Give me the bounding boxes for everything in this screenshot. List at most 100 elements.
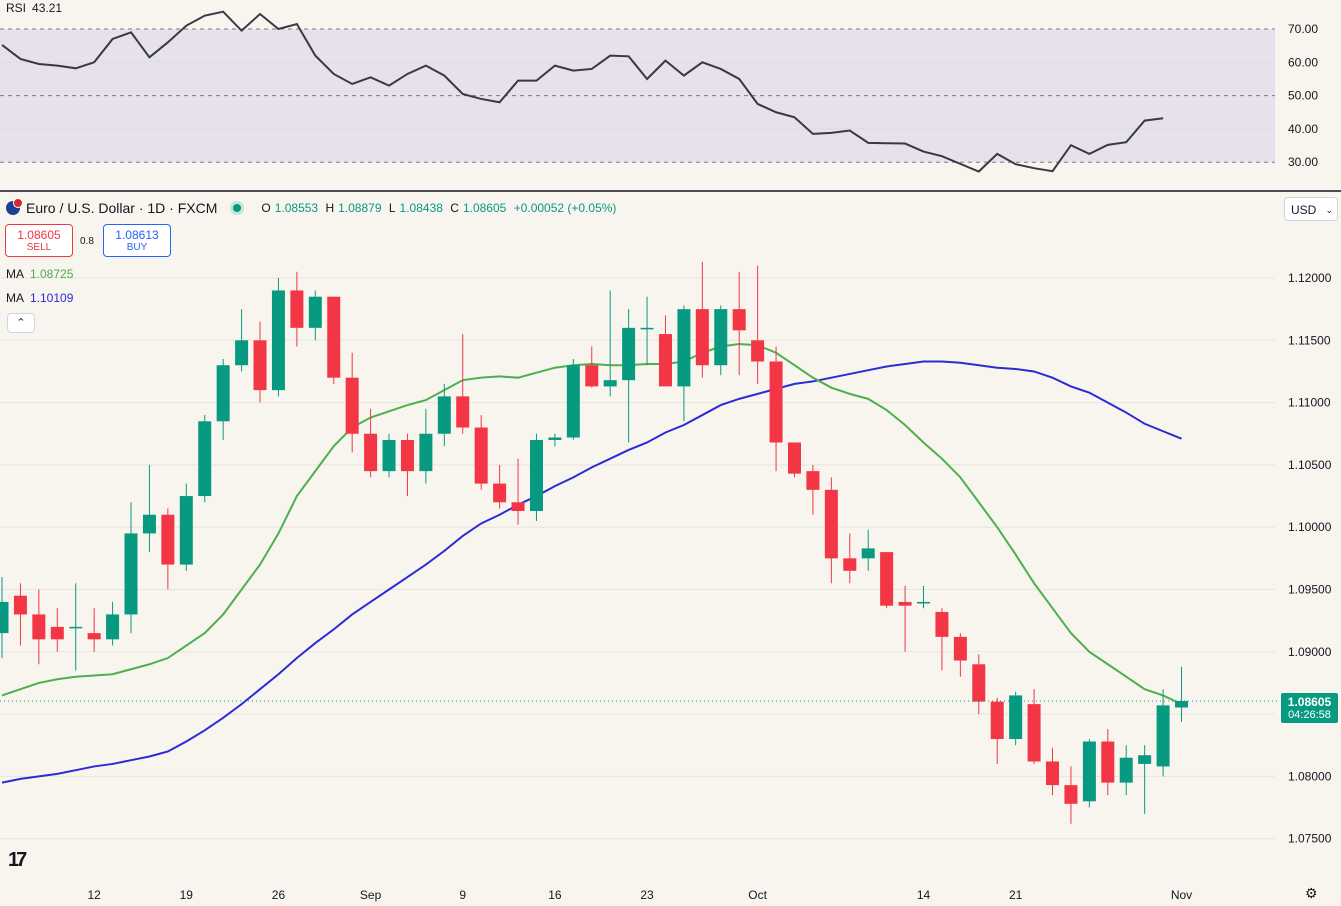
candle-body (511, 502, 525, 512)
candle-body (400, 439, 414, 472)
candle-body (50, 626, 64, 640)
candle-body (1101, 741, 1115, 783)
candle-body (198, 421, 212, 497)
candle-body (345, 377, 359, 434)
candle-body (0, 601, 9, 634)
rsi-tick-label: 60.00 (1288, 55, 1318, 69)
change-value: +0.00052 (+0.05%) (513, 201, 617, 215)
candle-body (308, 296, 322, 328)
ma-slow-line (1, 360, 1182, 784)
collapse-indicators-button[interactable]: ⌃ (7, 313, 35, 333)
price-tick-label: 1.08000 (1288, 769, 1332, 783)
candle-body (474, 427, 488, 484)
candle-body (769, 361, 783, 443)
candle-body (640, 327, 654, 330)
tradingview-logo-icon[interactable]: 17 (8, 849, 27, 871)
market-open-icon (233, 204, 242, 212)
rsi-tick-label: 50.00 (1288, 89, 1318, 103)
candle-body (1175, 701, 1189, 708)
time-tick-label: Sep (360, 888, 382, 902)
candle-body (253, 340, 267, 391)
time-tick-label: 14 (917, 888, 931, 902)
last-price: 1.08605 (1287, 695, 1332, 709)
sell-label: SELL (26, 242, 52, 253)
candle-body (1138, 755, 1152, 764)
open-value: 1.08553 (274, 201, 319, 215)
candle-body (658, 334, 672, 387)
sell-button[interactable]: 1.08605 SELL (5, 224, 73, 257)
rsi-band (0, 29, 1275, 163)
time-tick-label: 12 (87, 888, 101, 902)
candle-body (290, 290, 304, 328)
ma-fast-label: MA (6, 267, 24, 281)
open-label: O (261, 201, 271, 215)
candle-body (1046, 761, 1060, 786)
time-tick-label: 26 (272, 888, 286, 902)
symbol-title[interactable]: Euro / U.S. Dollar · 1D · FXCM (26, 200, 218, 216)
price-tick-label: 1.12000 (1288, 271, 1332, 285)
ohlc-values: O 1.08553 H 1.08879 L 1.08438 C 1.08605 +0.0… (261, 201, 620, 215)
candle-body (695, 309, 709, 366)
price-tick-label: 1.09500 (1288, 583, 1332, 597)
candle-body (529, 439, 543, 512)
buy-button[interactable]: 1.08613 BUY (103, 224, 171, 257)
chevron-down-icon: ⌄ (1325, 205, 1333, 215)
time-tick-label: Oct (748, 888, 767, 902)
candle-body (142, 514, 156, 534)
rsi-value: 43.21 (32, 1, 63, 15)
candle-body (216, 365, 230, 422)
candle-body (622, 327, 636, 381)
rsi-tick-label: 40.00 (1288, 122, 1318, 136)
candle-body (843, 558, 857, 571)
candle-body (32, 614, 46, 640)
candle-body (271, 290, 285, 391)
candle-body (364, 433, 378, 472)
ma-fast-legend[interactable]: MA 1.08725 (6, 267, 73, 281)
candle-body (880, 552, 894, 606)
candle-body (179, 496, 193, 565)
candle-body (124, 533, 138, 615)
candle-body (13, 595, 27, 615)
time-tick-label: 23 (640, 888, 654, 902)
rsi-line (1, 10, 1164, 173)
candle-body (1119, 757, 1133, 783)
last-price-tag: 1.08605 04:26:58 (1281, 693, 1338, 723)
currency-value: USD (1291, 203, 1317, 217)
candle-body (1064, 785, 1078, 804)
rsi-tick-label: 30.00 (1288, 155, 1318, 169)
bar-countdown: 04:26:58 (1288, 709, 1331, 721)
candle-body (437, 396, 451, 434)
candle-body (898, 601, 912, 606)
buy-label: BUY (126, 242, 148, 253)
close-label: C (450, 201, 459, 215)
ma-fast-value: 1.08725 (30, 267, 74, 281)
candle-body (787, 442, 801, 474)
candle-body (677, 309, 691, 387)
sell-price: 1.08605 (17, 228, 61, 242)
time-tick-label: Nov (1171, 888, 1192, 902)
candle-body (327, 296, 341, 378)
candle-body (419, 433, 433, 472)
price-tick-label: 1.09000 (1288, 645, 1332, 659)
low-value: 1.08438 (399, 201, 443, 215)
time-tick-label: 19 (180, 888, 194, 902)
settings-icon[interactable]: ⚙ (1305, 885, 1318, 901)
price-tick-label: 1.11000 (1288, 396, 1331, 410)
currency-select[interactable]: USD ⌄ (1284, 197, 1338, 221)
candle-body (935, 611, 949, 637)
price-tick-label: 1.10000 (1288, 520, 1332, 534)
candle-body (548, 437, 562, 440)
low-label: L (388, 201, 396, 215)
candle-body (106, 614, 120, 640)
candle-body (824, 489, 838, 559)
ma-slow-value: 1.10109 (30, 291, 74, 305)
candle-body (953, 636, 967, 661)
time-tick-label: 21 (1009, 888, 1023, 902)
candle-body (714, 309, 728, 366)
candle-body (751, 340, 765, 362)
rsi-label: RSI (6, 1, 27, 15)
ma-slow-legend[interactable]: MA 1.10109 (6, 291, 73, 305)
candle-body (1082, 741, 1096, 802)
candle-body (493, 483, 507, 503)
